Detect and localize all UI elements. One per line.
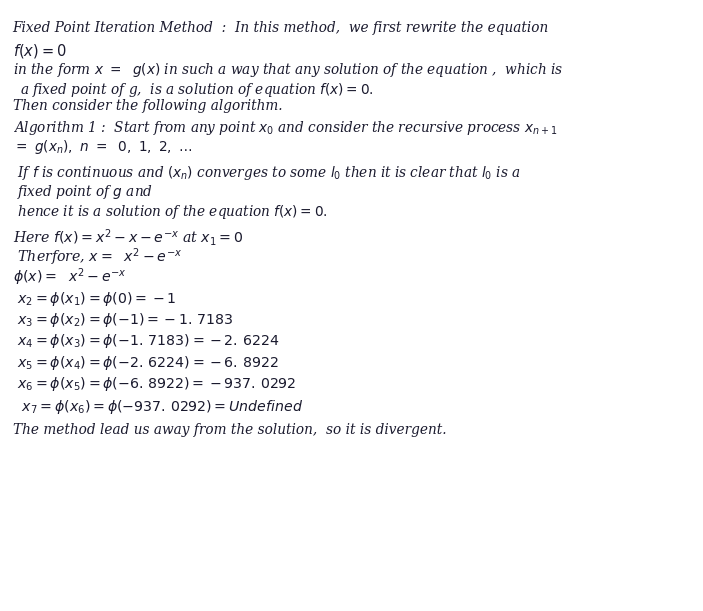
Text: $x_7 = \phi(x_6) = \phi(-937.\,0292) = Undefined$: $x_7 = \phi(x_6) = \phi(-937.\,0292) = U…: [13, 398, 303, 416]
Text: hence it is a solution of the equation $f(x) = 0.$: hence it is a solution of the equation $…: [13, 203, 327, 221]
Text: in the form $x\ =\ \ g(x)$ in such a way that any solution of the equation ,  wh: in the form $x\ =\ \ g(x)$ in such a way…: [13, 61, 563, 79]
Text: Therfore, $x =\ \ x^2 - e^{-x}$: Therfore, $x =\ \ x^2 - e^{-x}$: [13, 247, 182, 268]
Text: $x_4 = \phi(x_3) = \phi(-1.\,7183) = -2.\,6224$: $x_4 = \phi(x_3) = \phi(-1.\,7183) = -2.…: [13, 332, 279, 350]
Text: $x_3 = \phi(x_2) = \phi(-1) = -1.\,7183$: $x_3 = \phi(x_2) = \phi(-1) = -1.\,7183$: [13, 311, 233, 329]
Text: fixed point of $g$ and: fixed point of $g$ and: [13, 183, 153, 201]
Text: $x_2 = \phi(x_1) = \phi(0) = -1$: $x_2 = \phi(x_1) = \phi(0) = -1$: [13, 290, 176, 307]
Text: a fixed point of g,  is a solution of equation $f\left(x\right) = 0.$: a fixed point of g, is a solution of equ…: [20, 81, 373, 98]
Text: $x_6 = \phi(x_5) = \phi(-6.\,8922) = -937.\,0292$: $x_6 = \phi(x_5) = \phi(-6.\,8922) = -93…: [13, 375, 296, 393]
Text: $f(x) = 0$: $f(x) = 0$: [13, 42, 66, 59]
Text: Then consider the following algorithm.: Then consider the following algorithm.: [13, 99, 283, 113]
Text: $\phi(x) =\ \ x^2 - e^{-x}$: $\phi(x) =\ \ x^2 - e^{-x}$: [13, 266, 127, 288]
Text: $x_5 = \phi(x_4) = \phi(-2.\,6224) = -6.\,8922$: $x_5 = \phi(x_4) = \phi(-2.\,6224) = -6.…: [13, 354, 278, 371]
Text: Fixed Point Iteration Method  :  In this method,  we first rewrite the equation: Fixed Point Iteration Method : In this m…: [13, 21, 549, 35]
Text: Algorithm 1 :  Start from any point $x_0$ and consider the recursive process $x_: Algorithm 1 : Start from any point $x_0$…: [13, 119, 557, 136]
Text: Here $f(x) = x^2 - x - e^{-x}$ at $x_1 = 0$: Here $f(x) = x^2 - x - e^{-x}$ at $x_1 =…: [13, 227, 243, 248]
Text: $=\ g(x_n),\ n\ =\ \ 0,\ 1,\ 2,\ \ldots$: $=\ g(x_n),\ n\ =\ \ 0,\ 1,\ 2,\ \ldots$: [13, 138, 192, 156]
Text: The method lead us away from the solution,  so it is divergent.: The method lead us away from the solutio…: [13, 423, 446, 437]
Text: If $f$ is continuous and $(x_n)$ converges to some $l_0$ then it is clear that $: If $f$ is continuous and $(x_n)$ converg…: [13, 164, 520, 181]
